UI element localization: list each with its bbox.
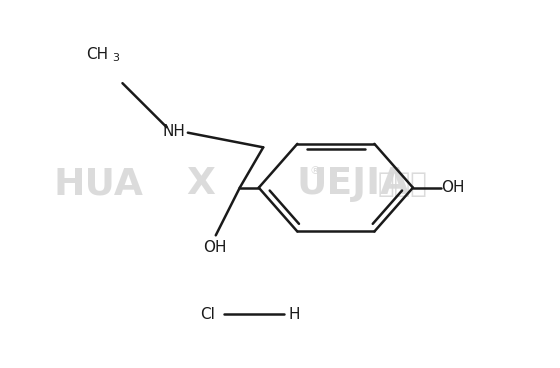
Text: CH: CH xyxy=(86,47,108,62)
Text: ®: ® xyxy=(309,166,320,176)
Text: H: H xyxy=(289,307,300,322)
Text: UEJIA: UEJIA xyxy=(297,166,410,202)
Text: HUA: HUA xyxy=(54,166,143,202)
Text: 3: 3 xyxy=(111,53,119,63)
Text: X: X xyxy=(186,166,215,202)
Text: 化学加: 化学加 xyxy=(378,170,428,198)
Text: OH: OH xyxy=(203,240,226,255)
Text: Cl: Cl xyxy=(200,307,216,322)
Text: NH: NH xyxy=(162,124,185,139)
Text: OH: OH xyxy=(441,180,465,195)
